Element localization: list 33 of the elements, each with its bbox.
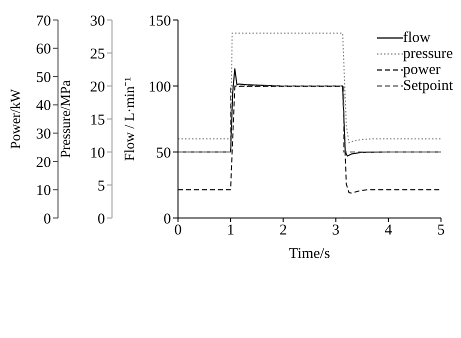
legend-label: flow <box>402 30 430 46</box>
x-tick-label: 3 <box>332 222 340 239</box>
y3-axis-title: Power/kW <box>9 88 24 149</box>
y3-tick-label: 70 <box>36 13 51 30</box>
legend-label: power <box>402 62 440 78</box>
y-tick-label: 150 <box>148 13 171 30</box>
y2-tick-label: 25 <box>90 46 105 62</box>
y3-tick-label: 50 <box>36 70 51 86</box>
y2-tick-label: 15 <box>90 112 105 128</box>
y2-tick-label: 0 <box>98 211 105 228</box>
y3-tick-label: 0 <box>44 211 51 228</box>
y2-tick-label: 10 <box>90 145 105 162</box>
y3-tick-label: 60 <box>36 42 51 58</box>
x-axis-title: Time/s <box>288 246 330 262</box>
x-tick-label: 2 <box>279 222 287 239</box>
y-tick-label: 50 <box>156 145 171 162</box>
legend-label: pressure <box>402 46 453 62</box>
y2-tick-label: 20 <box>90 79 105 96</box>
x-tick-label: 1 <box>226 222 234 239</box>
x-tick-label: 5 <box>437 222 445 239</box>
y-axis-title: Flow / L·min⁻¹ <box>123 77 138 161</box>
y3-tick-label: 20 <box>36 154 51 171</box>
y2-axis-title: Pressure/MPa <box>59 79 74 158</box>
y-tick-label: 100 <box>148 79 171 96</box>
y2-tick-label: 30 <box>90 13 105 30</box>
y3-tick-label: 10 <box>36 183 51 200</box>
x-tick-label: 4 <box>384 222 393 239</box>
y2-tick-label: 5 <box>98 178 105 194</box>
x-tick-label: 0 <box>174 222 182 239</box>
y3-tick-label: 40 <box>36 98 51 114</box>
y-tick-label: 0 <box>164 211 171 228</box>
y3-tick-label: 30 <box>36 126 51 142</box>
legend-label: Setpoint <box>402 78 453 94</box>
